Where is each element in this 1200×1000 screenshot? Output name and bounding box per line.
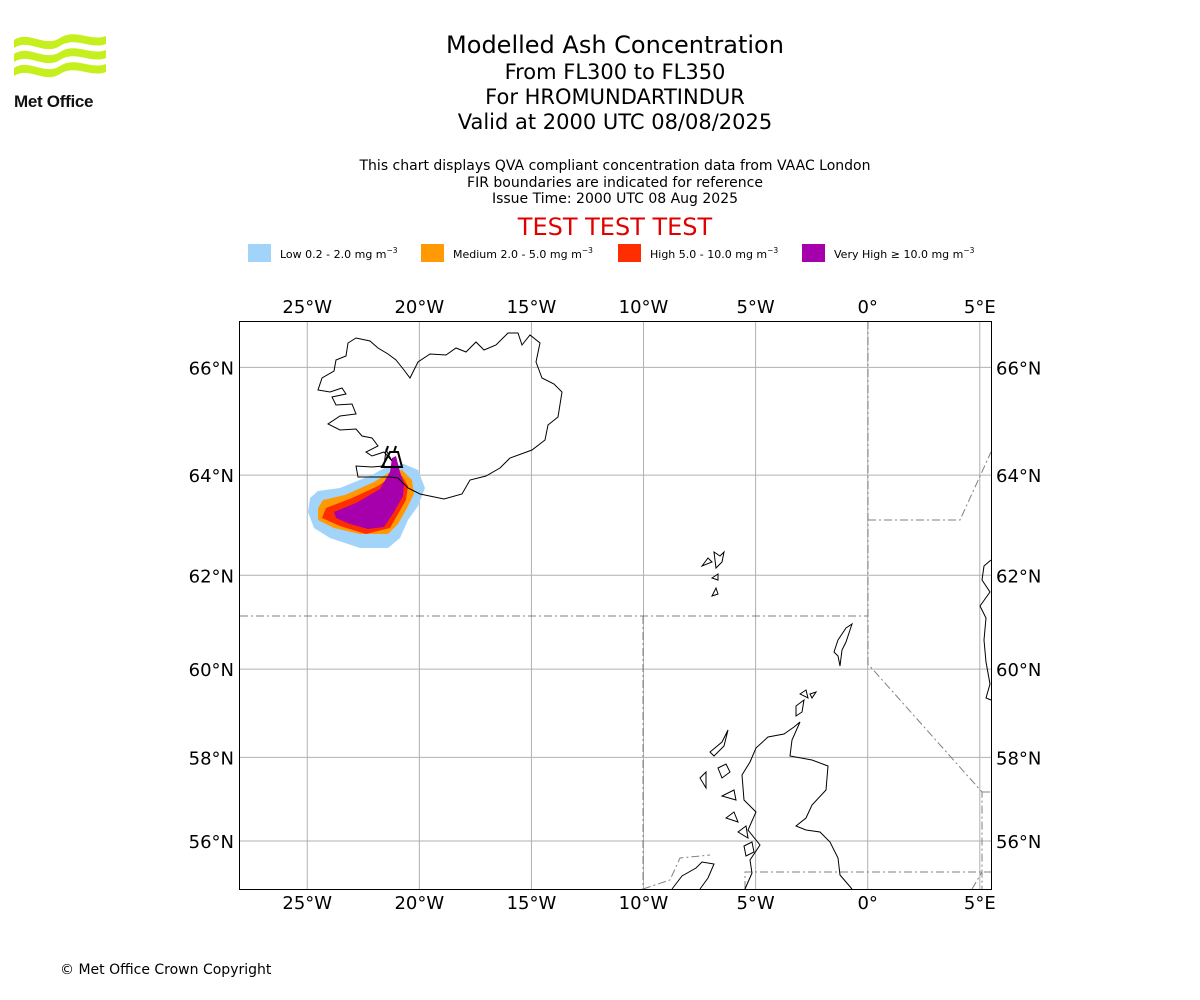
legend-item-very-high: Very High ≥ 10.0 mg m−3 [802,244,974,262]
met-office-logo: Met Office [14,30,106,111]
lon-tick-label-bottom: 10°W [619,893,669,914]
coast-ireland [671,861,715,890]
subtitle-line-3: Issue Time: 2000 UTC 08 Aug 2025 [491,191,739,207]
lon-tick-label-top: 0° [857,297,877,318]
lon-tick-label-bottom: 15°W [507,893,557,914]
lon-tick-label-top: 25°W [282,297,332,318]
fir-boundaries [240,321,992,890]
fir-boundary-shanwick [642,854,711,890]
legend-swatch-high [618,244,641,262]
lat-tick-label-left: 56°N [189,832,234,853]
legend-swatch-low [248,244,271,262]
lon-tick-label-bottom: 5°E [964,893,996,914]
ash-very-high [334,456,404,529]
legend: Low 0.2 - 2.0 mg m−3 Medium 2.0 - 5.0 mg… [0,244,1200,266]
chart-title: Modelled Ash Concentration [446,31,784,59]
legend-item-low: Low 0.2 - 2.0 mg m−3 [248,244,398,262]
coast-shetland [833,622,853,667]
coastlines [317,332,992,890]
lon-tick-label-top: 5°E [964,297,996,318]
lat-tick-label-left: 66°N [189,358,234,379]
chart-titles: Modelled Ash Concentration From FL300 to… [315,30,915,135]
lat-tick-label-right: 62°N [996,566,1041,587]
coast-iceland [317,332,563,500]
fir-boundary-norway [868,451,992,521]
legend-label-low: Low 0.2 - 2.0 mg m−3 [280,245,398,261]
met-office-waves-icon [14,34,106,78]
copyright-notice: © Met Office Crown Copyright [60,962,272,978]
fir-boundary-0-meridian [867,321,983,889]
chart-subtitle: This chart displays QVA compliant concen… [315,158,915,208]
lat-tick-label-right: 56°N [996,832,1041,853]
lon-tick-label-top: 10°W [619,297,669,318]
lon-tick-label-bottom: 25°W [282,893,332,914]
valid-time: Valid at 2000 UTC 08/08/2025 [457,110,773,134]
ash-plume [308,456,425,548]
flight-level-range: From FL300 to FL350 [504,60,726,84]
lon-tick-label-bottom: 20°W [394,893,444,914]
subtitle-line-1: This chart displays QVA compliant concen… [359,158,871,174]
graticule [240,322,991,889]
lat-tick-label-right: 64°N [996,466,1041,487]
lat-tick-label-left: 62°N [189,566,234,587]
legend-label-very-high: Very High ≥ 10.0 mg m−3 [834,245,975,261]
tick-labels: 25°W 25°W 20°W 20°W 15°W 15°W 10°W 10°W 5°W 5°W 0°… [189,297,1042,914]
lat-tick-label-right: 58°N [996,748,1041,769]
legend-label-medium: Medium 2.0 - 5.0 mg m−3 [453,245,593,261]
lat-tick-label-right: 60°N [996,660,1041,681]
volcano-name: For HROMUNDARTINDUR [485,85,745,109]
subtitle-line-2: FIR boundaries are indicated for referen… [467,174,763,191]
lat-tick-label-left: 64°N [189,466,234,487]
lon-tick-label-bottom: 0° [857,893,877,914]
legend-item-high: High 5.0 - 10.0 mg m−3 [618,244,778,262]
lon-tick-label-bottom: 5°W [736,893,774,914]
logo-text: Met Office [14,92,94,111]
lat-tick-label-right: 66°N [996,358,1041,379]
coast-scotland [741,721,853,890]
legend-item-medium: Medium 2.0 - 5.0 mg m−3 [421,244,593,262]
fir-boundary-se [971,871,983,890]
map-frame [239,321,992,890]
coast-norway [979,559,992,701]
fir-boundary-north-sea [744,871,991,889]
lon-tick-label-top: 15°W [507,297,557,318]
lon-tick-label-top: 5°W [736,297,774,318]
coast-faroes [700,550,725,597]
coast-hebrides [699,729,755,857]
legend-swatch-medium [421,244,444,262]
legend-swatch-very-high [802,244,825,262]
lat-tick-label-left: 58°N [189,748,234,769]
lon-tick-label-top: 20°W [394,297,444,318]
volcano-marker [380,445,404,468]
lat-tick-label-left: 60°N [189,660,234,681]
legend-label-high: High 5.0 - 10.0 mg m−3 [650,245,779,261]
coast-orkney [795,689,818,717]
test-banner: TEST TEST TEST [517,213,713,241]
